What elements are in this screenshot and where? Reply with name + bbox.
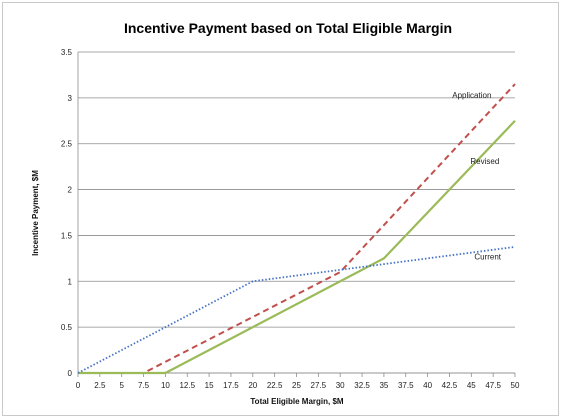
series-label-current: Current [474,252,501,261]
y-axis-label: Incentive Payment, $M [31,170,40,256]
x-tick-label: 15 [205,381,214,390]
series-label-revised: Revised [470,157,499,166]
chart-title: Incentive Payment based on Total Eligibl… [124,20,452,36]
y-tick-label: 2 [68,186,73,195]
y-tick-label: 3.5 [61,48,73,57]
chart-frame [2,2,559,416]
x-tick-label: 17.5 [223,381,239,390]
series-line-current [77,246,516,374]
x-tick-label: 2.5 [94,381,106,390]
y-tick-label: 0.5 [61,323,73,332]
x-tick-label: 42.5 [442,381,458,390]
x-tick-label: 50 [511,381,520,390]
series-line-revised [78,120,516,375]
x-tick-label: 20 [248,381,257,390]
x-tick-label: 27.5 [311,381,327,390]
series-lines [77,83,516,375]
x-tick-labels: 0 2.5 5 7.5 10 12.5 15 17.5 20 22.5 25 27.5 30 32.5 35… [76,381,520,390]
x-tick-label: 25 [292,381,301,390]
x-tick-label: 47.5 [485,381,501,390]
x-tick-label: 12.5 [179,381,195,390]
y-tick-label: 3 [68,94,73,103]
gridlines [78,51,515,374]
y-tick-label: 2.5 [61,140,73,149]
y-tick-label: 1 [68,277,73,286]
x-tick-label: 32.5 [354,381,370,390]
y-tick-label: 0 [68,369,73,378]
x-tick-label: 40 [423,381,432,390]
x-axis-label: Total Eligible Margin, $M [250,397,344,406]
x-tick-label: 7.5 [138,381,150,390]
axes [77,52,516,377]
series-line-application [78,83,516,374]
series-label-application: Application [452,91,491,100]
x-tick-label: 10 [161,381,170,390]
x-tick-label: 22.5 [267,381,283,390]
y-tick-label: 1.5 [61,231,73,240]
x-tick-label: 30 [336,381,345,390]
series-labels: Application Revised Current [452,91,502,261]
x-tick-label: 35 [379,381,388,390]
x-tick-label: 37.5 [398,381,414,390]
x-tick-label: 0 [76,381,81,390]
y-tick-labels: 0 0.5 1 1.5 2 2.5 3 3.5 [61,48,73,378]
x-tick-label: 5 [119,381,124,390]
x-tick-label: 45 [467,381,476,390]
